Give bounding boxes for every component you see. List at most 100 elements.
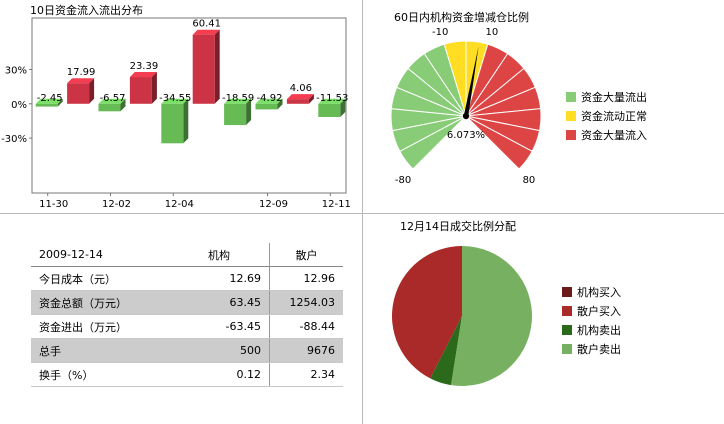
bar-12-11 (318, 98, 346, 117)
institution-value: 12.69 (169, 266, 270, 291)
institution-value: 0.12 (169, 362, 270, 387)
bar-side-face (120, 98, 126, 112)
bar-value-label: 17.99 (67, 67, 96, 78)
bar-front-face (129, 77, 152, 104)
x-tick-label: 12-02 (102, 199, 131, 210)
pie-slice-散户卖出 (451, 246, 532, 386)
fund-flow-bar-chart: 30% 0% -30% -2.45 17.99 -6.57 23.39 -34.55 60.41… (1, 17, 351, 210)
x-tick-label: 12-11 (322, 199, 351, 210)
y-tick-label: 0% (11, 100, 27, 111)
vertical-divider (362, 0, 363, 424)
bar-side-face (57, 98, 63, 107)
bar-top-face (129, 72, 157, 78)
bar-top-face (255, 98, 283, 104)
row-label: 换手（%） (31, 362, 169, 387)
gauge-tick-label: -80 (395, 175, 411, 186)
legend-swatch (566, 91, 576, 102)
table-row: 资金总额（万元） 63.45 1254.03 (31, 290, 343, 315)
pie-legend-item: 机构买入 (562, 282, 621, 301)
gauge-value-label: 6.073% (447, 130, 485, 141)
retail-value: 12.96 (269, 266, 343, 291)
legend-label: 散户卖出 (577, 342, 621, 356)
x-tick-label: 11-30 (39, 199, 68, 210)
retail-value: 9676 (269, 338, 343, 363)
bar-front-face (286, 99, 309, 104)
bar-12-01 (67, 78, 95, 104)
bar-12-02 (98, 98, 126, 112)
bar-top-face (286, 94, 314, 100)
pie-legend-item: 散户买入 (562, 301, 621, 320)
bar-side-face (246, 98, 252, 126)
column-header-institution: 机构 (169, 243, 270, 267)
bar-value-label: -34.55 (159, 93, 191, 104)
bar-value-label: 60.41 (192, 19, 221, 30)
bar-side-face (151, 72, 157, 104)
legend-label: 资金大量流入 (581, 128, 647, 142)
institution-value: 63.45 (169, 290, 270, 315)
bar-front-face (255, 103, 278, 110)
table-row: 总手 500 9676 (31, 338, 343, 363)
table-date: 2009-12-14 (31, 243, 169, 267)
bar-front-face (318, 103, 341, 117)
gauge-legend: 资金大量流出 资金流动正常 资金大量流入 (566, 87, 647, 144)
gauge-chart-title: 60日内机构资金增减仓比例 (394, 11, 529, 24)
gauge-needle-hub (462, 112, 470, 120)
legend-label: 机构买入 (577, 285, 621, 299)
gauge-legend-item: 资金大量流出 (566, 87, 647, 106)
bar-12-07 (192, 29, 220, 104)
table-row: 资金进出（万元） -63.45 -88.44 (31, 314, 343, 339)
bar-12-08 (224, 98, 252, 126)
legend-swatch (562, 305, 572, 316)
institution-value: -63.45 (169, 314, 270, 339)
legend-label: 资金流动正常 (581, 109, 647, 123)
row-label: 今日成本（元） (31, 266, 169, 291)
bar-value-label: 23.39 (130, 61, 159, 72)
bar-value-label: -4.92 (257, 93, 283, 104)
bar-front-face (67, 83, 90, 104)
bar-top-face (318, 98, 346, 104)
pie-slice-散户买入 (392, 246, 462, 379)
pie-legend: 机构买入 散户买入 机构卖出 散户卖出 (562, 282, 621, 358)
bar-11-30 (35, 98, 63, 107)
bar-side-face (183, 98, 189, 144)
bar-side-face (308, 94, 314, 104)
fund-flow-chart-title: 10日资金流入流出分布 (30, 4, 143, 17)
bar-side-face (89, 78, 95, 104)
institution-position-gauge: 6.073% -80 -10 10 80 (390, 27, 542, 186)
y-tick-label: 30% (5, 65, 27, 76)
legend-label: 资金大量流出 (581, 90, 647, 104)
legend-swatch (566, 110, 576, 121)
pie-slice-机构卖出 (430, 316, 462, 386)
legend-swatch (562, 324, 572, 335)
institution-value: 500 (169, 338, 270, 363)
gauge-tick-label: 10 (485, 27, 498, 38)
x-tick-label: 12-09 (259, 199, 288, 210)
bar-top-face (161, 98, 189, 104)
gauge-legend-item: 资金流动正常 (566, 106, 647, 125)
bar-value-label: 4.06 (290, 83, 312, 94)
row-label: 总手 (31, 338, 169, 363)
bar-top-face (35, 98, 63, 104)
legend-swatch (562, 286, 572, 297)
gauge-tick-label: -10 (432, 27, 448, 38)
bar-front-face (98, 103, 121, 112)
gauge-tick-label: 80 (523, 175, 536, 186)
bar-front-face (192, 34, 215, 104)
bar-front-face (35, 103, 58, 107)
bar-side-face (277, 98, 283, 110)
column-header-retail: 散户 (269, 243, 343, 267)
bar-12-03 (129, 72, 157, 104)
row-label: 资金总额（万元） (31, 290, 169, 315)
bar-value-label: -2.45 (37, 93, 63, 104)
legend-swatch (562, 343, 572, 354)
gauge-legend-item: 资金大量流入 (566, 125, 647, 144)
bar-value-label: -18.59 (222, 93, 254, 104)
pie-legend-item: 散户卖出 (562, 339, 621, 358)
table-row: 换手（%） 0.12 2.34 (31, 362, 343, 387)
table-row: 今日成本（元） 12.69 12.96 (31, 266, 343, 291)
bar-top-face (192, 29, 220, 35)
trade-stats-table: 2009-12-14 机构 散户 今日成本（元） 12.69 12.96 资金总额（万… (31, 243, 343, 387)
horizontal-divider (0, 213, 724, 214)
bar-value-label: -6.57 (100, 93, 126, 104)
bar-top-face (224, 98, 252, 104)
